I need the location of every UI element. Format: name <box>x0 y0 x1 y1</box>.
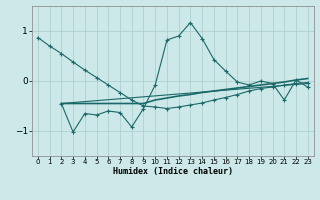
X-axis label: Humidex (Indice chaleur): Humidex (Indice chaleur) <box>113 167 233 176</box>
